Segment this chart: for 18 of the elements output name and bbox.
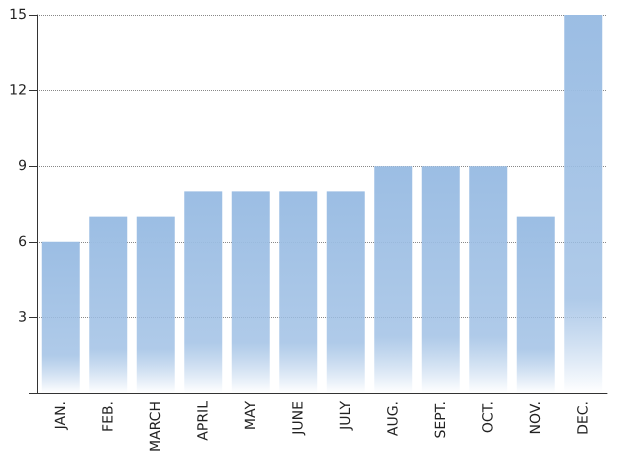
x-tick-label: JAN. — [52, 401, 69, 430]
y-tick-label: 9 — [18, 158, 27, 174]
x-tick-label: JULY — [338, 400, 354, 431]
x-tick-label: MAY — [242, 400, 259, 430]
y-tick-label: 3 — [18, 309, 27, 326]
x-tick-label: JUNE — [290, 401, 306, 436]
x-tick-label: AUG. — [385, 401, 402, 436]
x-tick-label: SEPT. — [432, 401, 449, 439]
x-tick-label: APRIL — [195, 400, 212, 441]
bar — [42, 242, 80, 393]
y-tick-label: 15 — [9, 7, 27, 23]
x-tick-label: MARCH — [148, 401, 164, 452]
x-tick-label: OCT. — [480, 401, 496, 434]
y-tick-label: 6 — [18, 234, 28, 250]
x-tick-label: NOV. — [528, 401, 544, 434]
y-tick-label: 12 — [9, 82, 27, 99]
x-tick-label: FEB. — [100, 401, 116, 432]
x-tick-label: DEC. — [575, 401, 592, 435]
